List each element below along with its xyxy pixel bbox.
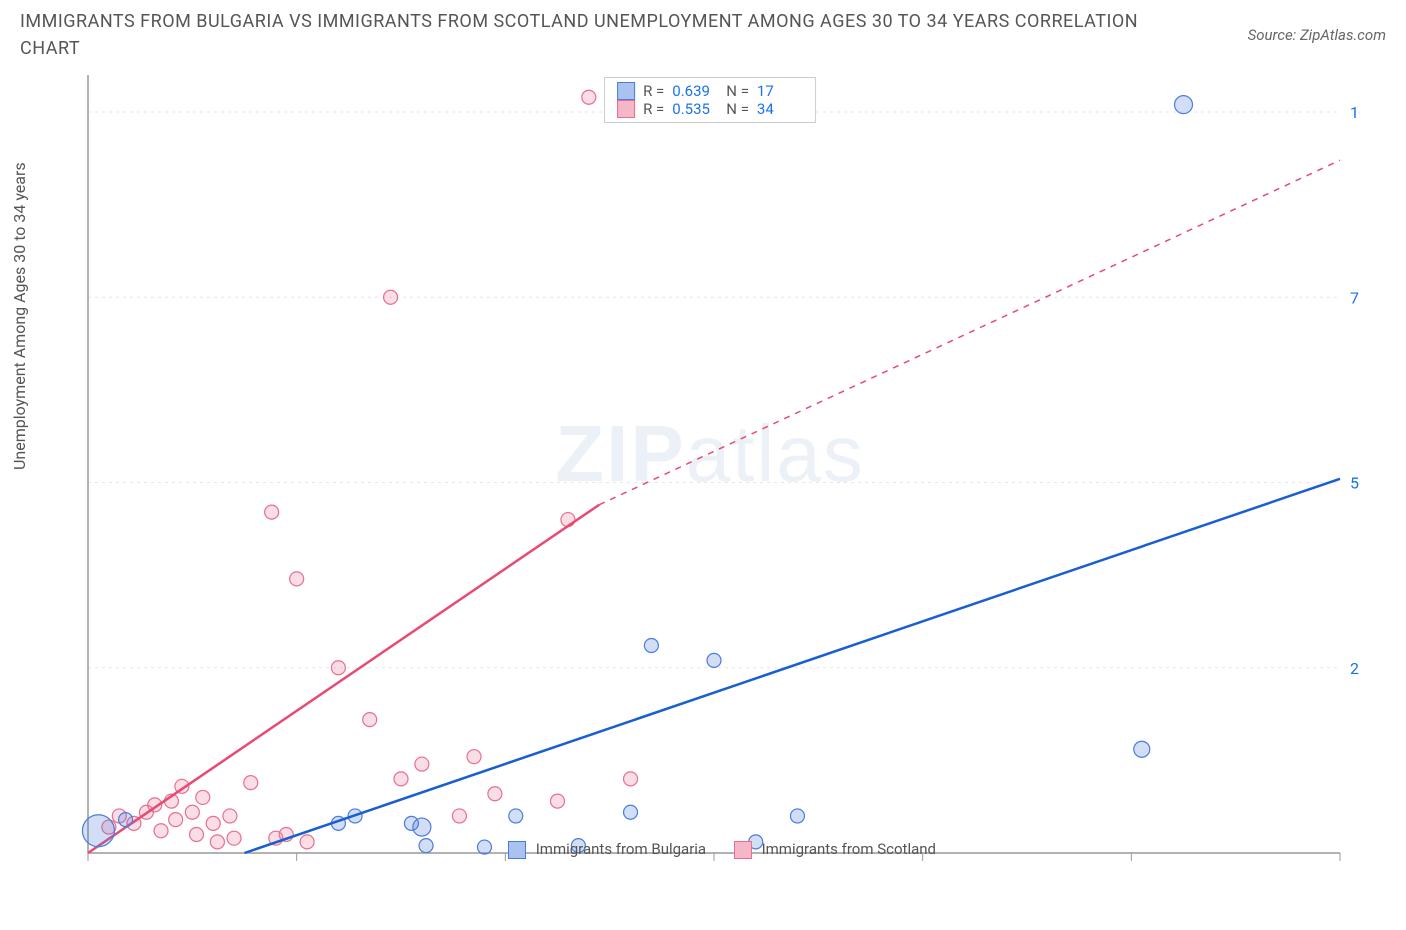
trend-line [245, 479, 1341, 853]
stat-N-bulgaria: 17 [757, 82, 803, 100]
data-point [509, 809, 523, 823]
data-point [363, 713, 377, 727]
stat-N-scotland: 34 [757, 100, 803, 118]
data-point [1175, 96, 1193, 114]
ytick-label: 25.0% [1350, 659, 1360, 678]
stat-legend-row-bulgaria: R = 0.639 N = 17 [617, 82, 803, 100]
ytick-label: 100.0% [1350, 103, 1360, 122]
trend-line-extrapolated [599, 160, 1340, 505]
data-point [561, 513, 575, 527]
ytick-label: 50.0% [1350, 474, 1360, 493]
data-point [488, 787, 502, 801]
bottom-legend: Immigrants from Bulgaria Immigrants from… [60, 840, 1360, 859]
data-point [169, 813, 183, 827]
data-point [452, 809, 466, 823]
stat-R-label: R = [643, 82, 664, 100]
data-point [119, 813, 133, 827]
legend-label-bulgaria: Immigrants from Bulgaria [536, 840, 706, 858]
data-point [644, 639, 658, 653]
scatter-plot: 25.0%50.0%75.0%100.0%0.0%6.0% [60, 75, 1360, 865]
data-point [154, 824, 168, 838]
data-point [624, 805, 638, 819]
stat-R-scotland: 0.535 [672, 100, 718, 118]
swatch-bulgaria-icon [617, 82, 635, 100]
data-point [185, 805, 199, 819]
stat-legend-row-scotland: R = 0.535 N = 34 [617, 100, 803, 118]
data-point [551, 794, 565, 808]
swatch-bulgaria-icon [508, 841, 526, 859]
data-point [467, 750, 481, 764]
ytick-label: 75.0% [1350, 288, 1360, 307]
data-point [290, 572, 304, 586]
data-point [394, 772, 408, 786]
swatch-scotland-icon [734, 841, 752, 859]
data-point [1134, 741, 1150, 757]
stat-N-label: N = [726, 100, 749, 118]
header: IMMIGRANTS FROM BULGARIA VS IMMIGRANTS F… [0, 0, 1406, 62]
data-point [415, 757, 429, 771]
data-point [244, 776, 258, 790]
y-axis-label: Unemployment Among Ages 30 to 34 years [10, 162, 29, 470]
data-point [196, 790, 210, 804]
stat-R-label: R = [643, 100, 664, 118]
chart-area: ZIPatlas 25.0%50.0%75.0%100.0%0.0%6.0% R… [60, 75, 1360, 865]
source-credit: Source: ZipAtlas.com [1248, 26, 1386, 44]
swatch-scotland-icon [617, 100, 635, 118]
stat-legend: R = 0.639 N = 17 R = 0.535 N = 34 [604, 77, 816, 123]
data-point [624, 772, 638, 786]
chart-title: IMMIGRANTS FROM BULGARIA VS IMMIGRANTS F… [20, 8, 1170, 62]
legend-label-scotland: Immigrants from Scotland [762, 840, 936, 858]
data-point [265, 505, 279, 519]
data-point [582, 90, 596, 104]
data-point [413, 818, 431, 836]
data-point [206, 816, 220, 830]
stat-N-label: N = [726, 82, 749, 100]
data-point [331, 661, 345, 675]
data-point [707, 653, 721, 667]
data-point [384, 290, 398, 304]
stat-R-bulgaria: 0.639 [672, 82, 718, 100]
data-point [223, 809, 237, 823]
trend-line [88, 505, 599, 853]
data-point [790, 809, 804, 823]
